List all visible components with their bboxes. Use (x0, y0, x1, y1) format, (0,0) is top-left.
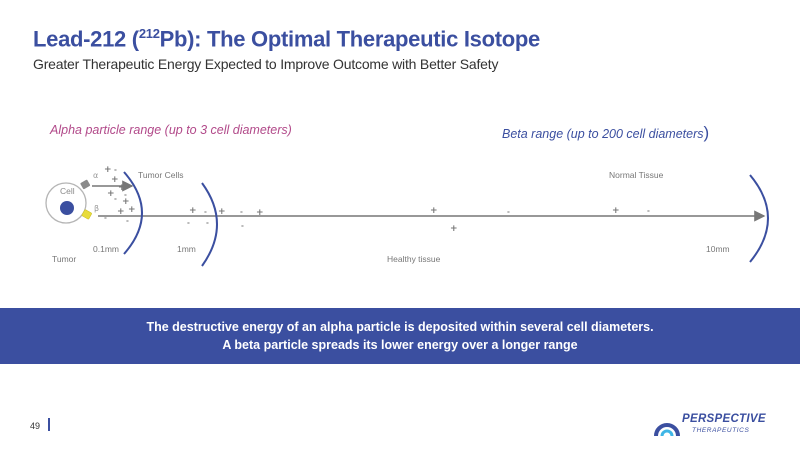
alpha-minus-mark: - (104, 214, 107, 222)
title-prefix: Lead-212 ( (33, 26, 139, 52)
arc-10mm (749, 174, 769, 263)
perspective-logo-icon (654, 423, 680, 437)
key-message-banner: The destructive energy of an alpha parti… (0, 308, 800, 364)
normal-tissue-label: Normal Tissue (609, 170, 664, 180)
beta-symbol: β (94, 204, 99, 213)
beta-plus-mark: + (256, 208, 264, 218)
distance-label-1mm: 1mm (177, 244, 196, 254)
beta-minus-mark: - (206, 219, 209, 227)
alpha-plus-mark: + (122, 197, 130, 207)
title-suffix: Pb): The Optimal Therapeutic Isotope (159, 26, 541, 52)
page-number: 49 (30, 421, 41, 431)
beta-minus-mark: - (647, 207, 650, 215)
alpha-range-label: Alpha particle range (up to 3 cell diame… (50, 123, 292, 137)
logo-tagline: THERAPEUTICS (692, 427, 750, 434)
title-superscript: 212 (138, 26, 160, 41)
cell-label: Cell (60, 186, 75, 196)
beta-minus-mark: - (204, 208, 207, 216)
beta-range-paren: ) (703, 123, 710, 142)
alpha-plus-mark: + (128, 205, 136, 215)
beta-minus-mark: - (187, 219, 190, 227)
distance-label-0-1mm: 0.1mm (93, 244, 119, 254)
beta-plus-mark: + (218, 207, 226, 217)
banner-line-1: The destructive energy of an alpha parti… (146, 320, 654, 334)
beta-minus-mark: - (240, 208, 243, 216)
beta-ionization-marks: + + + + + + - - - - - - - (187, 206, 650, 234)
beta-plus-mark: + (612, 206, 620, 216)
alpha-minus-mark: - (114, 195, 117, 203)
banner-line-2: A beta particle spreads its lower energy… (222, 338, 578, 352)
arc-0-1mm (123, 171, 143, 255)
logo-name: PERSPECTIVE (682, 413, 766, 425)
alpha-minus-mark: - (126, 217, 129, 225)
particle-range-diagram: Cell α β + + + + + + + - - - - - - + + +… (45, 165, 769, 267)
beta-minus-mark: - (507, 208, 510, 216)
beta-plus-mark: + (430, 206, 438, 216)
beta-range-label: Beta range (up to 200 cell diameters) (502, 123, 709, 143)
beta-plus-mark: + (189, 206, 197, 216)
slide-subtitle: Greater Therapeutic Energy Expected to I… (33, 56, 499, 72)
page-number-divider (48, 418, 50, 431)
alpha-minus-mark: - (114, 166, 117, 174)
beta-emitter-icon (81, 209, 92, 220)
alpha-ionization-marks: + + + + + + + - - - - - - (101, 165, 136, 225)
beta-range-text: Beta range (up to 200 cell diameters (502, 127, 704, 141)
alpha-minus-mark: - (101, 182, 104, 190)
alpha-plus-mark: + (104, 165, 112, 175)
alpha-plus-mark: + (117, 207, 125, 217)
beta-plus-mark: + (450, 224, 458, 234)
beta-minus-mark: - (241, 222, 244, 230)
alpha-symbol: α (93, 171, 98, 180)
alpha-emitter-icon (80, 179, 91, 190)
cell-nucleus (60, 201, 74, 215)
alpha-plus-mark: + (111, 175, 119, 185)
alpha-plus-mark: + (107, 189, 115, 199)
healthy-tissue-label: Healthy tissue (387, 254, 441, 264)
slide-title: Lead-212 (212Pb): The Optimal Therapeuti… (33, 26, 540, 52)
alpha-minus-mark: - (124, 191, 127, 199)
company-logo: PERSPECTIVE THERAPEUTICS (654, 412, 766, 443)
alpha-plus-mark: + (118, 183, 126, 193)
arc-1mm (201, 182, 218, 267)
tumor-cells-label: Tumor Cells (138, 170, 184, 180)
tumor-label: Tumor (52, 254, 76, 264)
distance-label-10mm: 10mm (706, 244, 730, 254)
